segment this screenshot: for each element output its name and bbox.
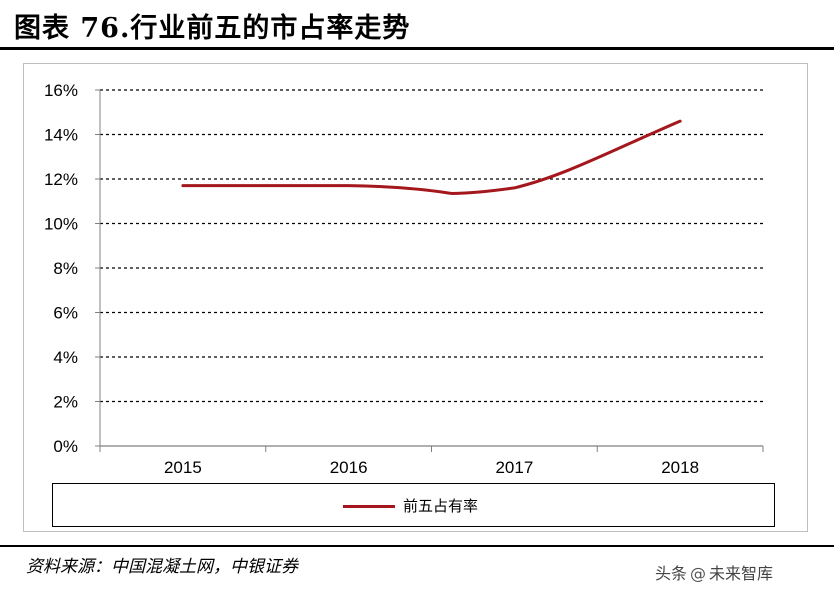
- watermark-name: 未来智库: [709, 564, 774, 583]
- x-tick-label: 2018: [661, 458, 699, 477]
- y-tick-label: 12%: [44, 170, 78, 189]
- watermark-prefix: 头条: [655, 564, 688, 583]
- y-tick-label: 16%: [44, 81, 78, 100]
- source-note: 资料来源：中国混凝土网，中银证券: [26, 557, 298, 577]
- watermark: 头条 @ 未来智库: [655, 560, 773, 584]
- x-tick-label: 2016: [330, 458, 368, 477]
- y-tick-label: 14%: [44, 126, 78, 145]
- x-tick-label: 2017: [495, 458, 533, 477]
- y-tick-label: 0%: [53, 437, 78, 456]
- footer-divider: [0, 545, 834, 547]
- chart-frame: [23, 63, 808, 532]
- y-tick-label: 4%: [53, 348, 78, 367]
- series-line: [181, 119, 682, 195]
- title-divider: [0, 47, 834, 50]
- x-tick-label: 2015: [164, 458, 202, 477]
- y-tick-label: 8%: [53, 259, 78, 278]
- legend-label: 前五占有率: [403, 497, 479, 515]
- y-tick-label: 6%: [53, 304, 78, 323]
- at-icon: @: [690, 564, 707, 583]
- legend-swatch: [343, 505, 395, 508]
- page-title: 图表 76.行业前五的市占率走势: [14, 13, 411, 44]
- y-tick-label: 10%: [44, 215, 78, 234]
- y-tick-label: 2%: [53, 393, 78, 412]
- legend: 前五占有率: [52, 483, 775, 527]
